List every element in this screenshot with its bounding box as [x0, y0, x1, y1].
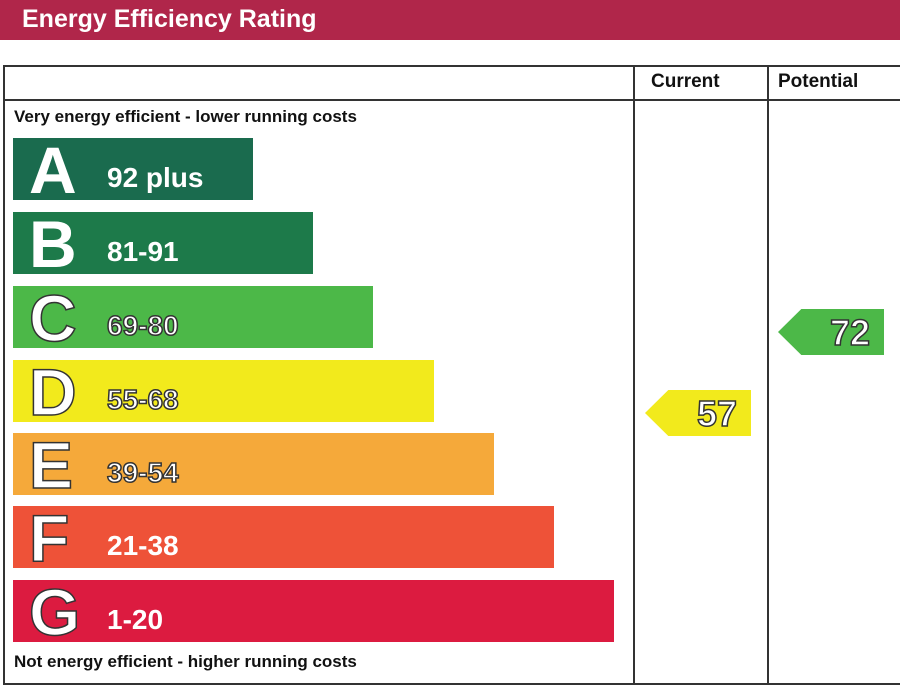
band-d: D 55-68	[13, 354, 434, 430]
band-range: 39-54	[106, 456, 179, 489]
current-rating-value: 57	[696, 392, 738, 435]
band-range: 1-20	[107, 604, 164, 635]
band-e: E 39-54	[13, 427, 494, 503]
band-letter: F	[28, 500, 70, 576]
column-divider	[767, 65, 769, 685]
band-f: F 21-38	[13, 500, 554, 576]
band-letter: D	[28, 354, 77, 430]
band-range: 55-68	[106, 383, 179, 416]
title-bar: Energy Efficiency Rating	[0, 0, 900, 40]
band-range: 92 plus	[107, 162, 204, 193]
chart-title: Energy Efficiency Rating	[22, 5, 317, 33]
bottom-note: Not energy efficient - higher running co…	[14, 652, 357, 671]
band-range: 69-80	[106, 309, 179, 342]
band-letter: A	[29, 133, 77, 207]
band-g: G 1-20	[13, 574, 614, 650]
band-b: B 81-91	[13, 207, 313, 281]
potential-rating-arrow: 72	[778, 309, 884, 355]
band-a: A 92 plus	[13, 133, 253, 207]
band-letter: B	[29, 207, 77, 281]
band-letter: E	[28, 427, 74, 503]
band-c: C 69-80	[13, 280, 373, 356]
potential-rating-value: 72	[829, 311, 871, 354]
band-range: 21-38	[107, 530, 179, 561]
column-divider	[633, 65, 635, 685]
top-note: Very energy efficient - lower running co…	[14, 107, 357, 126]
current-rating-arrow: 57	[645, 390, 751, 436]
band-letter: C	[28, 280, 77, 356]
column-header-potential: Potential	[778, 71, 859, 92]
band-range: 81-91	[107, 236, 179, 267]
column-header-current: Current	[651, 71, 720, 92]
band-letter: G	[28, 574, 81, 650]
header-divider	[3, 99, 900, 101]
